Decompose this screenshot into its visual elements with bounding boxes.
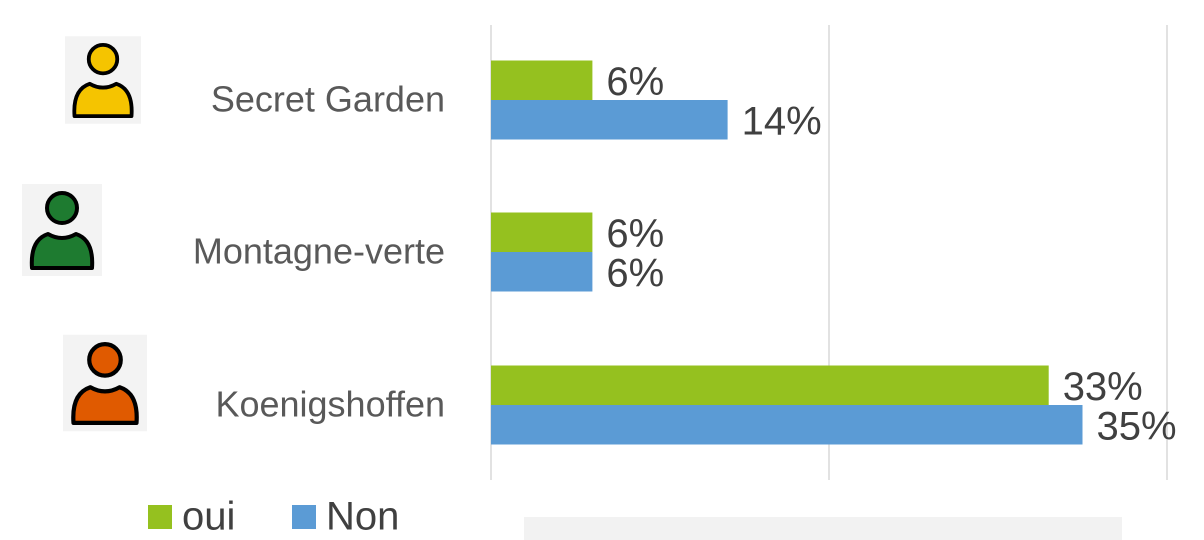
bar: [491, 60, 593, 100]
bar: [491, 100, 728, 140]
value-label: 33%: [1063, 365, 1143, 409]
icon-body: [29, 232, 95, 270]
legend-label: oui: [182, 495, 235, 539]
icon-body: [71, 385, 139, 425]
person-icon: [63, 334, 147, 432]
value-label: 6%: [606, 60, 664, 104]
category-label: Secret Garden: [211, 79, 445, 120]
value-label: 6%: [606, 251, 664, 295]
icon-head: [45, 191, 79, 225]
value-label: 6%: [606, 212, 664, 256]
person-icon: [22, 184, 102, 276]
icon-head: [86, 42, 120, 76]
value-label: 35%: [1097, 404, 1177, 448]
bar: [491, 365, 1049, 405]
caption-box: [524, 517, 1122, 540]
category-label: Montagne-verte: [193, 231, 445, 272]
bar: [491, 405, 1083, 445]
person-icon: [65, 36, 141, 124]
bar: [491, 252, 593, 292]
category-label: Koenigshoffen: [215, 384, 445, 425]
icon-head: [87, 342, 123, 378]
value-label: 14%: [742, 99, 822, 143]
legend-label: Non: [326, 495, 399, 539]
bar: [491, 212, 593, 252]
legend-swatch: [148, 505, 172, 529]
icon-body: [72, 81, 134, 119]
legend-swatch: [292, 505, 316, 529]
